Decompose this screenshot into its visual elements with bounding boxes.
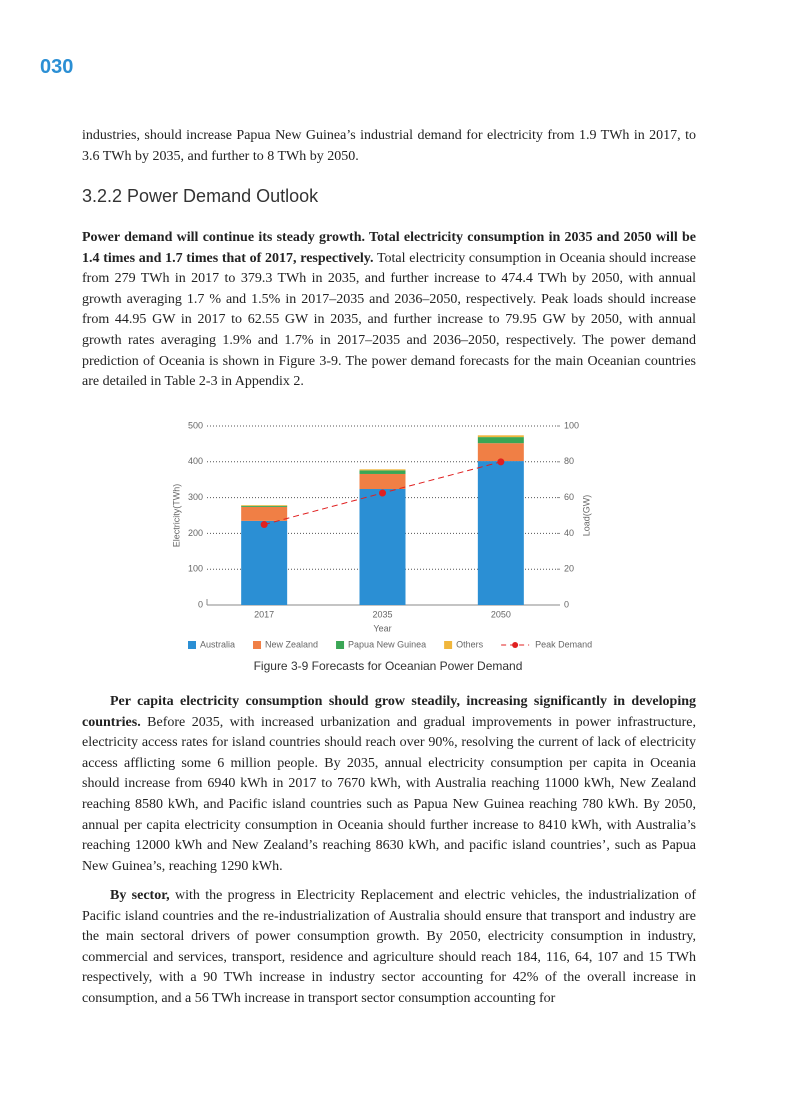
point: [379, 489, 386, 497]
y-tick-label: 300: [188, 492, 203, 502]
text: industries, should increase Papua New Gu…: [82, 128, 696, 164]
y-tick-label: 400: [188, 456, 203, 466]
legend-label: Others: [456, 639, 484, 649]
legend-swatch: [512, 642, 519, 648]
figure-caption: Figure 3-9 Forecasts for Oceanian Power …: [253, 659, 523, 673]
y-tick-label: 500: [188, 420, 203, 430]
paragraph: Per capita electricity consumption shoul…: [82, 692, 696, 877]
legend-swatch: [336, 641, 345, 649]
x-tick-label: 2017: [254, 609, 274, 619]
x-axis-label: Year: [373, 623, 391, 633]
y2-tick-label: 40: [564, 528, 574, 538]
bar-segment: [359, 469, 406, 471]
bold-text: Power demand will continue its steady gr…: [82, 230, 696, 266]
bar-segment: [477, 461, 524, 605]
text: with the progress in Electricity Replace…: [82, 888, 696, 1006]
point: [260, 521, 268, 529]
y2-tick-label: 60: [564, 492, 574, 502]
y2-axis-label: Load(GW): [581, 495, 591, 537]
bar-segment: [241, 520, 288, 605]
point: [497, 458, 505, 466]
paragraph: Power demand will continue its steady gr…: [82, 228, 696, 393]
y2-tick-label: 20: [564, 564, 574, 574]
y2-tick-label: 0: [564, 599, 569, 609]
legend-swatch: [253, 641, 262, 649]
y-tick-label: 200: [188, 528, 203, 538]
bar-segment: [359, 489, 406, 605]
legend-label: Papua New Guinea: [348, 639, 426, 649]
y2-tick-label: 100: [564, 420, 579, 430]
bar-segment: [241, 506, 288, 521]
paragraph: industries, should increase Papua New Gu…: [82, 126, 696, 167]
legend-label: New Zealand: [265, 639, 318, 649]
y-tick-label: 100: [188, 564, 203, 574]
legend-label: Peak Demand: [535, 639, 592, 649]
bar-segment: [241, 505, 288, 506]
bar-segment: [241, 505, 288, 507]
legend-swatch: [188, 641, 196, 649]
text: Total electricity consumption in Oceania…: [82, 250, 696, 390]
paragraph: By sector, with the progress in Electric…: [82, 886, 696, 1010]
bar-segment: [359, 470, 406, 474]
x-tick-label: 2035: [372, 609, 392, 619]
bar-segment: [359, 473, 406, 490]
heading: 3.2.2 Power Demand Outlook: [82, 186, 319, 206]
y-axis-label: Electricity(TWh): [171, 484, 181, 548]
y2-tick-label: 80: [564, 456, 574, 466]
x-tick-label: 2050: [491, 609, 511, 619]
legend-label: Australia: [200, 639, 235, 649]
y-tick-label: 0: [198, 599, 203, 609]
bar-segment: [477, 435, 524, 438]
bold-text: By sector,: [110, 888, 170, 903]
bold-text: Per capita electricity consumption shoul…: [82, 694, 696, 730]
bar-segment: [477, 437, 524, 444]
bar-segment: [477, 443, 524, 462]
text: Before 2035, with increased urbanization…: [82, 714, 696, 874]
legend-swatch: [444, 641, 453, 649]
page-number: 030: [40, 56, 74, 78]
chart: 0 100 200 300 400 500 0 20 40 60 80 100 Electricity(…: [171, 420, 592, 649]
